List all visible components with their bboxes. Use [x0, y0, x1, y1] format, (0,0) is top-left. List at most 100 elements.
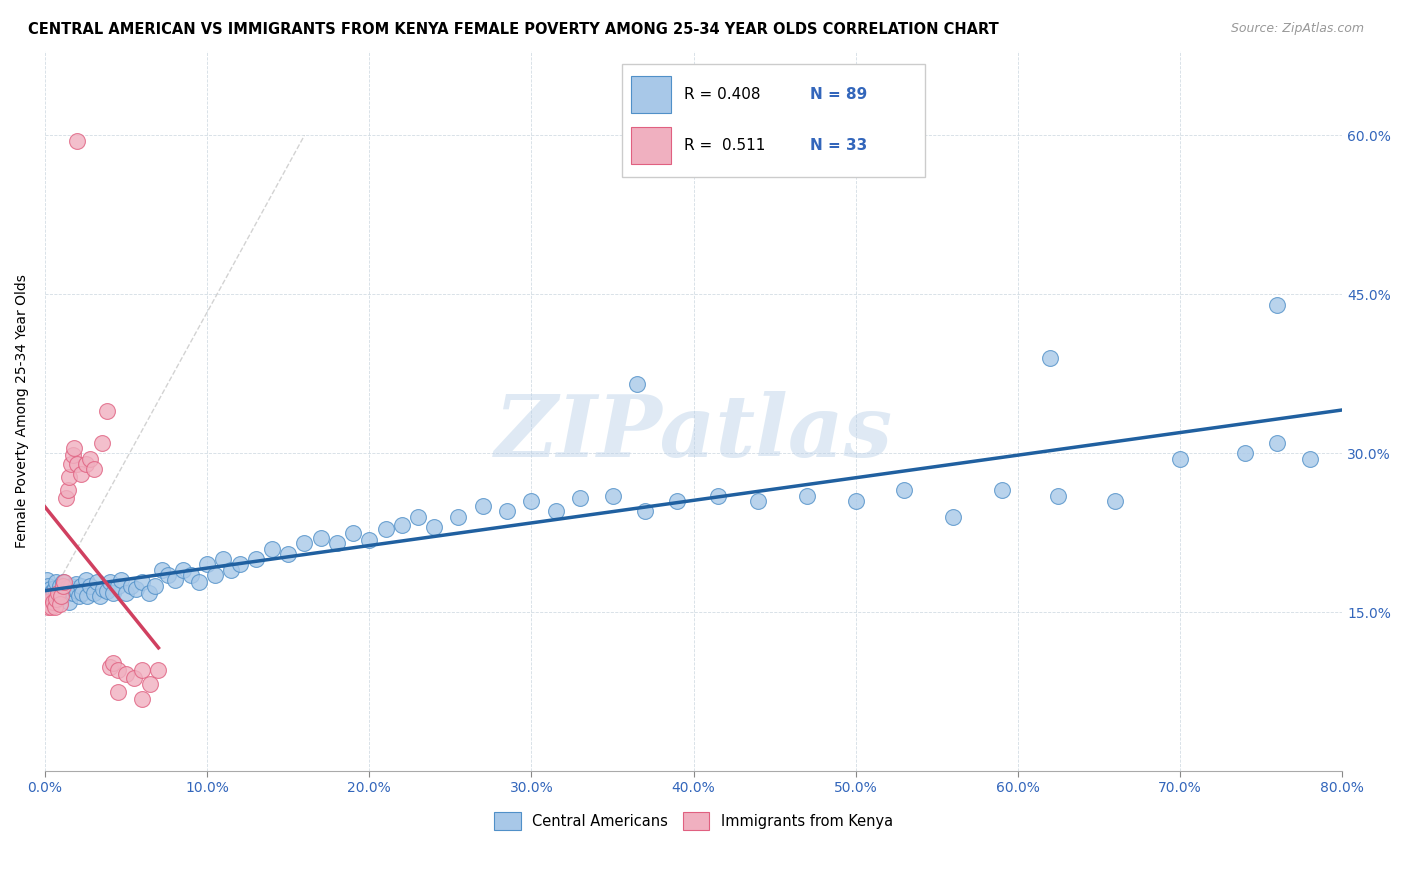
Point	[391, 518, 413, 533]
Point	[56, 580, 79, 594]
Point	[707, 489, 730, 503]
Point	[75, 574, 97, 588]
Text: CENTRAL AMERICAN VS IMMIGRANTS FROM KENYA FEMALE POVERTY AMONG 25-34 YEAR OLDS C: CENTRAL AMERICAN VS IMMIGRANTS FROM KENY…	[28, 22, 998, 37]
Point	[63, 582, 86, 596]
Point	[163, 574, 186, 588]
Point	[143, 579, 166, 593]
Point	[634, 504, 657, 518]
Point	[131, 575, 153, 590]
Point	[86, 575, 108, 590]
Point	[38, 582, 60, 596]
Point	[796, 489, 818, 503]
Point	[1168, 451, 1191, 466]
Point	[79, 579, 101, 593]
Bar	[631, 77, 671, 113]
Point	[138, 586, 160, 600]
Text: N = 33: N = 33	[810, 138, 868, 153]
Point	[747, 494, 769, 508]
Text: Source: ZipAtlas.com: Source: ZipAtlas.com	[1230, 22, 1364, 36]
Point	[1299, 451, 1322, 466]
Point	[326, 536, 349, 550]
Point	[139, 677, 162, 691]
Point	[59, 579, 82, 593]
Point	[48, 579, 70, 593]
Point	[51, 589, 73, 603]
Point	[1039, 351, 1062, 365]
Point	[150, 563, 173, 577]
FancyBboxPatch shape	[621, 63, 925, 178]
Point	[79, 451, 101, 466]
Point	[1267, 435, 1289, 450]
Point	[1047, 489, 1070, 503]
Point	[496, 504, 519, 518]
Point	[101, 656, 124, 670]
Point	[62, 586, 84, 600]
Point	[471, 499, 494, 513]
Point	[569, 491, 592, 505]
Point	[131, 692, 153, 706]
Point	[51, 589, 73, 603]
Point	[125, 582, 148, 596]
Point	[53, 575, 76, 590]
Point	[52, 579, 75, 593]
Point	[45, 586, 67, 600]
Point	[221, 563, 243, 577]
Text: ZIPatlas: ZIPatlas	[495, 391, 893, 475]
Point	[93, 582, 115, 596]
Point	[67, 589, 90, 603]
Point	[83, 586, 105, 600]
Point	[52, 575, 75, 590]
Point	[44, 599, 66, 614]
Point	[260, 541, 283, 556]
Point	[66, 134, 89, 148]
Point	[35, 574, 58, 588]
Point	[55, 491, 77, 505]
Text: R =  0.511: R = 0.511	[683, 138, 765, 153]
Point	[131, 664, 153, 678]
Point	[122, 671, 145, 685]
Point	[58, 469, 80, 483]
Y-axis label: Female Poverty Among 25-34 Year Olds: Female Poverty Among 25-34 Year Olds	[15, 274, 30, 548]
Point	[294, 536, 316, 550]
Point	[66, 457, 89, 471]
Point	[66, 583, 89, 598]
Point	[38, 589, 60, 603]
Point	[942, 509, 965, 524]
Point	[172, 563, 194, 577]
Point	[157, 568, 180, 582]
Point	[309, 531, 332, 545]
Point	[83, 462, 105, 476]
Point	[626, 377, 648, 392]
Point	[35, 594, 58, 608]
Point	[41, 599, 63, 614]
Point	[101, 586, 124, 600]
Point	[342, 525, 364, 540]
Point	[374, 523, 396, 537]
Point	[602, 489, 624, 503]
Point	[1267, 298, 1289, 312]
Point	[51, 583, 73, 598]
Point	[75, 457, 97, 471]
Text: R = 0.408: R = 0.408	[683, 87, 761, 103]
Bar	[631, 128, 671, 164]
Point	[59, 457, 82, 471]
Point	[277, 547, 299, 561]
Point	[120, 579, 142, 593]
Point	[48, 597, 70, 611]
Point	[195, 558, 218, 572]
Text: N = 89: N = 89	[810, 87, 868, 103]
Point	[406, 509, 429, 524]
Point	[204, 568, 226, 582]
Point	[990, 483, 1012, 498]
Point	[55, 587, 77, 601]
Point	[180, 568, 202, 582]
Point	[63, 441, 86, 455]
Point	[1104, 494, 1126, 508]
Point	[37, 579, 59, 593]
Point	[447, 509, 470, 524]
Point	[65, 576, 87, 591]
Point	[107, 684, 129, 698]
Point	[544, 504, 567, 518]
Point	[46, 586, 69, 600]
Point	[96, 404, 118, 418]
